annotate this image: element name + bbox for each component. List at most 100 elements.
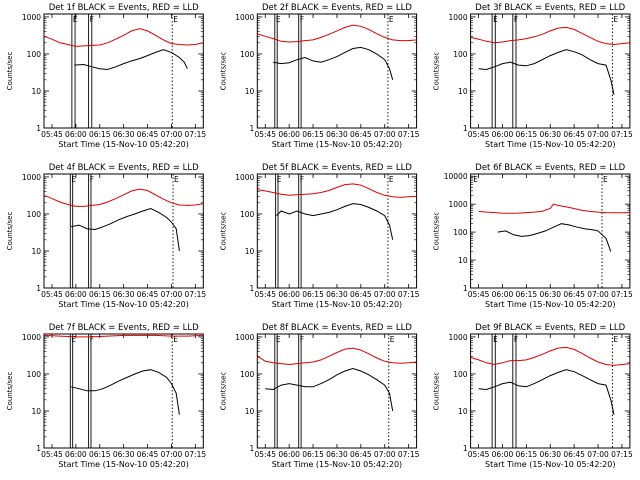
chart-title: Det 4f BLACK = Events, RED = LLD bbox=[49, 163, 199, 173]
interval-marker-label: E bbox=[390, 335, 395, 344]
interval-marker-label: F bbox=[300, 175, 304, 184]
x-axis-label: Start Time (15-Nov-10 05:42:20) bbox=[485, 300, 615, 309]
y-tick-label: 100 bbox=[453, 50, 468, 59]
y-tick-label: 100 bbox=[27, 50, 42, 59]
events-series-line bbox=[478, 49, 615, 95]
x-tick-label: 05:45 bbox=[468, 450, 490, 459]
x-axis-label: Start Time (15-Nov-10 05:42:20) bbox=[272, 300, 402, 309]
y-tick-label: 10 bbox=[31, 87, 41, 96]
y-tick-label: 10 bbox=[458, 407, 468, 416]
y-tick-label: 1000 bbox=[235, 333, 254, 342]
x-axis-label: Start Time (15-Nov-10 05:42:20) bbox=[58, 300, 188, 309]
lld-series-line bbox=[257, 347, 417, 366]
x-tick-label: 06:45 bbox=[563, 130, 585, 139]
x-tick-label: 06:30 bbox=[326, 290, 348, 299]
y-tick-label: 10 bbox=[31, 247, 41, 256]
y-tick-label: 100 bbox=[27, 210, 42, 219]
x-tick-label: 06:00 bbox=[492, 130, 514, 139]
events-series-line bbox=[497, 223, 612, 252]
x-tick-label: 06:00 bbox=[65, 130, 87, 139]
x-tick-label: 07:00 bbox=[587, 290, 609, 299]
lld-series-line bbox=[257, 183, 417, 198]
y-tick-label: 10 bbox=[458, 87, 468, 96]
y-tick-label: 1 bbox=[250, 124, 255, 133]
y-tick-label: 1 bbox=[463, 284, 468, 293]
x-tick-label: 06:45 bbox=[137, 130, 159, 139]
x-tick-label: 07:00 bbox=[374, 450, 396, 459]
interval-marker-label: F bbox=[514, 335, 518, 344]
events-series-line bbox=[74, 49, 188, 71]
interval-marker-label: F bbox=[90, 15, 94, 24]
x-axis-label: Start Time (15-Nov-10 05:42:20) bbox=[485, 140, 615, 149]
x-tick-label: 06:00 bbox=[278, 130, 300, 139]
y-tick-label: 100 bbox=[240, 50, 255, 59]
y-tick-label: 1000 bbox=[449, 13, 468, 22]
chart-title: Det 9f BLACK = Events, RED = LLD bbox=[475, 323, 625, 333]
chart-panel: Det 9f BLACK = Events, RED = LLD 05:45 06:… bbox=[433, 323, 633, 469]
interval-marker-label: E bbox=[174, 175, 179, 184]
y-tick-label: 100 bbox=[27, 370, 42, 379]
x-tick-label: 06:45 bbox=[350, 450, 372, 459]
chart-title: Det 8f BLACK = Events, RED = LLD bbox=[262, 323, 412, 333]
events-series-line bbox=[70, 207, 180, 252]
x-tick-label: 07:00 bbox=[161, 130, 183, 139]
interval-marker-label: F bbox=[514, 15, 518, 24]
y-tick-label: 10 bbox=[458, 256, 468, 265]
x-tick-label: 07:15 bbox=[611, 450, 633, 459]
y-tick-label: 1 bbox=[36, 444, 41, 453]
y-tick-label: 1000 bbox=[235, 173, 254, 182]
y-tick-label: 1000 bbox=[449, 200, 468, 209]
x-tick-label: 05:45 bbox=[254, 130, 276, 139]
events-series-line bbox=[70, 369, 180, 415]
interval-marker-label: E bbox=[493, 15, 498, 24]
interval-marker-label: E bbox=[613, 15, 618, 24]
y-tick-label: 10 bbox=[245, 407, 255, 416]
x-tick-label: 07:00 bbox=[587, 450, 609, 459]
x-axis-label: Start Time (15-Nov-10 05:42:20) bbox=[272, 460, 402, 469]
x-tick-label: 06:15 bbox=[516, 130, 538, 139]
lld-series-line bbox=[43, 188, 204, 207]
x-tick-label: 07:15 bbox=[611, 130, 633, 139]
interval-marker-label: F bbox=[90, 335, 94, 344]
y-tick-label: 1 bbox=[250, 284, 255, 293]
y-tick-label: 1000 bbox=[22, 333, 41, 342]
x-tick-label: 06:30 bbox=[539, 290, 561, 299]
interval-marker-label: E bbox=[276, 335, 281, 344]
x-axis-label: Start Time (15-Nov-10 05:42:20) bbox=[58, 460, 188, 469]
x-tick-label: 06:00 bbox=[492, 290, 514, 299]
x-tick-label: 06:15 bbox=[302, 130, 324, 139]
x-tick-label: 05:45 bbox=[468, 290, 490, 299]
x-axis-label: Start Time (15-Nov-10 05:42:20) bbox=[272, 140, 402, 149]
events-series-line bbox=[265, 367, 394, 412]
y-tick-label: 10 bbox=[245, 87, 255, 96]
x-tick-label: 06:45 bbox=[137, 290, 159, 299]
x-tick-label: 06:15 bbox=[89, 450, 111, 459]
x-tick-label: 07:15 bbox=[398, 290, 420, 299]
interval-marker-label: E bbox=[276, 15, 281, 24]
x-tick-label: 05:45 bbox=[254, 450, 276, 459]
x-tick-label: 06:00 bbox=[278, 290, 300, 299]
y-tick-label: 1000 bbox=[449, 333, 468, 342]
x-axis-label: Start Time (15-Nov-10 05:42:20) bbox=[58, 140, 188, 149]
interval-marker-label: E bbox=[71, 335, 76, 344]
interval-marker-label: E bbox=[173, 335, 178, 344]
y-tick-label: 10 bbox=[31, 407, 41, 416]
y-tick-label: 1000 bbox=[22, 173, 41, 182]
x-tick-label: 07:00 bbox=[161, 290, 183, 299]
interval-marker-label: E bbox=[389, 175, 394, 184]
y-tick-label: 1 bbox=[463, 444, 468, 453]
y-axis-label: Counts/sec bbox=[6, 212, 14, 251]
interval-marker-label: E bbox=[173, 15, 178, 24]
x-tick-label: 06:45 bbox=[350, 130, 372, 139]
interval-marker-label: E bbox=[277, 175, 282, 184]
y-tick-label: 1 bbox=[250, 444, 255, 453]
interval-marker-label: E bbox=[73, 15, 78, 24]
x-tick-label: 06:45 bbox=[563, 450, 585, 459]
x-tick-label: 05:45 bbox=[41, 130, 63, 139]
x-tick-label: 07:15 bbox=[611, 290, 633, 299]
